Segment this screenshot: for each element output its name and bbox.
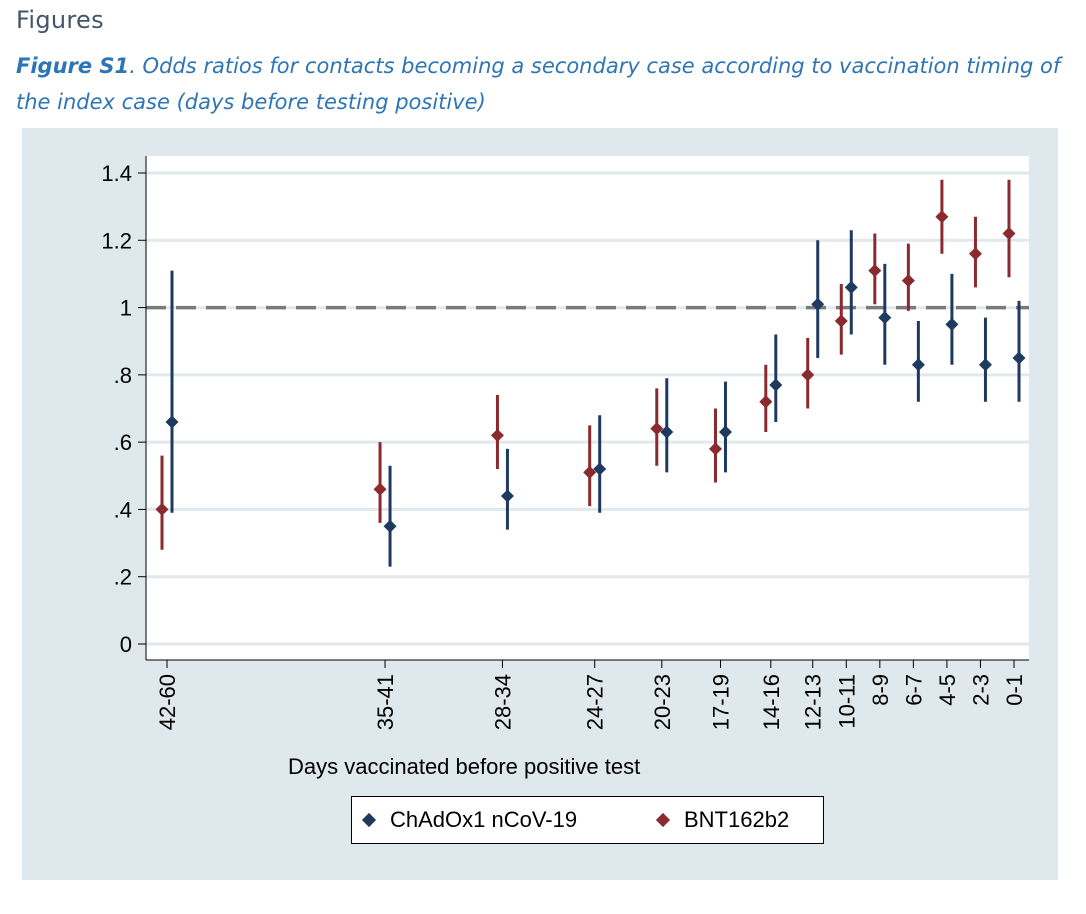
x-axis-ticks: 42-60 35-41 28-34 24-27 20-23 17-19 14-16 12-13… [155,660,1027,730]
point-chadox1 [500,489,514,503]
caption-label: Figure S1 [16,54,130,78]
legend-label-chadox1: ChAdOx1 nCoV-19 [390,807,578,832]
point-chadox1 [878,311,892,325]
point-chadox1 [660,425,674,439]
legend-item-bnt162b2: BNT162b2 [655,807,790,833]
point-chadox1 [978,358,992,372]
y-axis-ticks: 0 .2 .4 .6 .8 1 1.2 1.4 [101,161,146,657]
x-tick-label: 4-5 [935,674,960,706]
series-bnt162b2 [155,179,1016,550]
x-tick-label: 35-41 [373,674,398,730]
point-bnt162b2 [801,368,815,382]
point-bnt162b2 [834,314,848,328]
point-chadox1 [811,297,825,311]
point-chadox1 [769,378,783,392]
point-bnt162b2 [968,247,982,261]
point-bnt162b2 [650,422,664,436]
legend-marker-chadox1 [361,812,377,828]
point-bnt162b2 [373,482,387,496]
series-chadox1 [165,230,1026,567]
x-tick-label: 14-16 [759,674,784,730]
point-bnt162b2 [490,428,504,442]
point-chadox1 [593,462,607,476]
point-bnt162b2 [868,264,882,278]
x-axis-label: Days vaccinated before positive test [288,754,641,779]
point-bnt162b2 [759,395,773,409]
point-bnt162b2 [1002,227,1016,241]
y-tick-label: .4 [114,497,132,522]
point-bnt162b2 [155,502,169,516]
plot-area [146,156,1029,660]
x-tick-label: 24-27 [583,674,608,730]
point-bnt162b2 [583,465,597,479]
figure-caption: Figure S1. Odds ratios for contacts beco… [16,48,1076,120]
x-tick-label: 6-7 [901,674,926,706]
caption-text: . Odds ratios for contacts becoming a se… [16,54,1061,114]
legend: ChAdOx1 nCoV-19 BNT162b2 [351,796,824,844]
point-chadox1 [718,425,732,439]
y-tick-label: 1 [120,296,132,321]
legend-marker-bnt162b2 [655,812,671,828]
point-chadox1 [165,415,179,429]
legend-label-bnt162b2: BNT162b2 [684,807,790,832]
x-tick-label: 8-9 [868,674,893,706]
y-tick-label: 1.4 [101,161,132,186]
point-chadox1 [383,519,397,533]
point-bnt162b2 [935,210,949,224]
x-tick-label: 10-11 [834,674,859,729]
y-tick-label: .8 [114,363,132,388]
point-chadox1 [911,358,925,372]
x-tick-label: 28-34 [490,674,515,730]
x-tick-label: 2-3 [968,674,993,706]
grid-lines [146,171,1029,646]
x-tick-label: 0-1 [1002,674,1027,706]
x-tick-label: 20-23 [650,674,675,730]
y-tick-label: .2 [114,565,132,590]
y-tick-label: 1.2 [101,228,132,253]
y-tick-label: .6 [114,430,132,455]
x-tick-label: 42-60 [155,674,180,730]
section-heading: Figures [16,6,104,34]
point-chadox1 [844,280,858,294]
x-tick-label: 17-19 [708,674,733,730]
point-bnt162b2 [901,274,915,288]
point-chadox1 [1012,351,1026,365]
y-tick-label: 0 [120,632,132,657]
point-chadox1 [945,317,959,331]
point-bnt162b2 [708,442,722,456]
x-tick-label: 12-13 [801,674,826,730]
legend-item-chadox1: ChAdOx1 nCoV-19 [361,807,578,833]
data-series [155,179,1026,567]
